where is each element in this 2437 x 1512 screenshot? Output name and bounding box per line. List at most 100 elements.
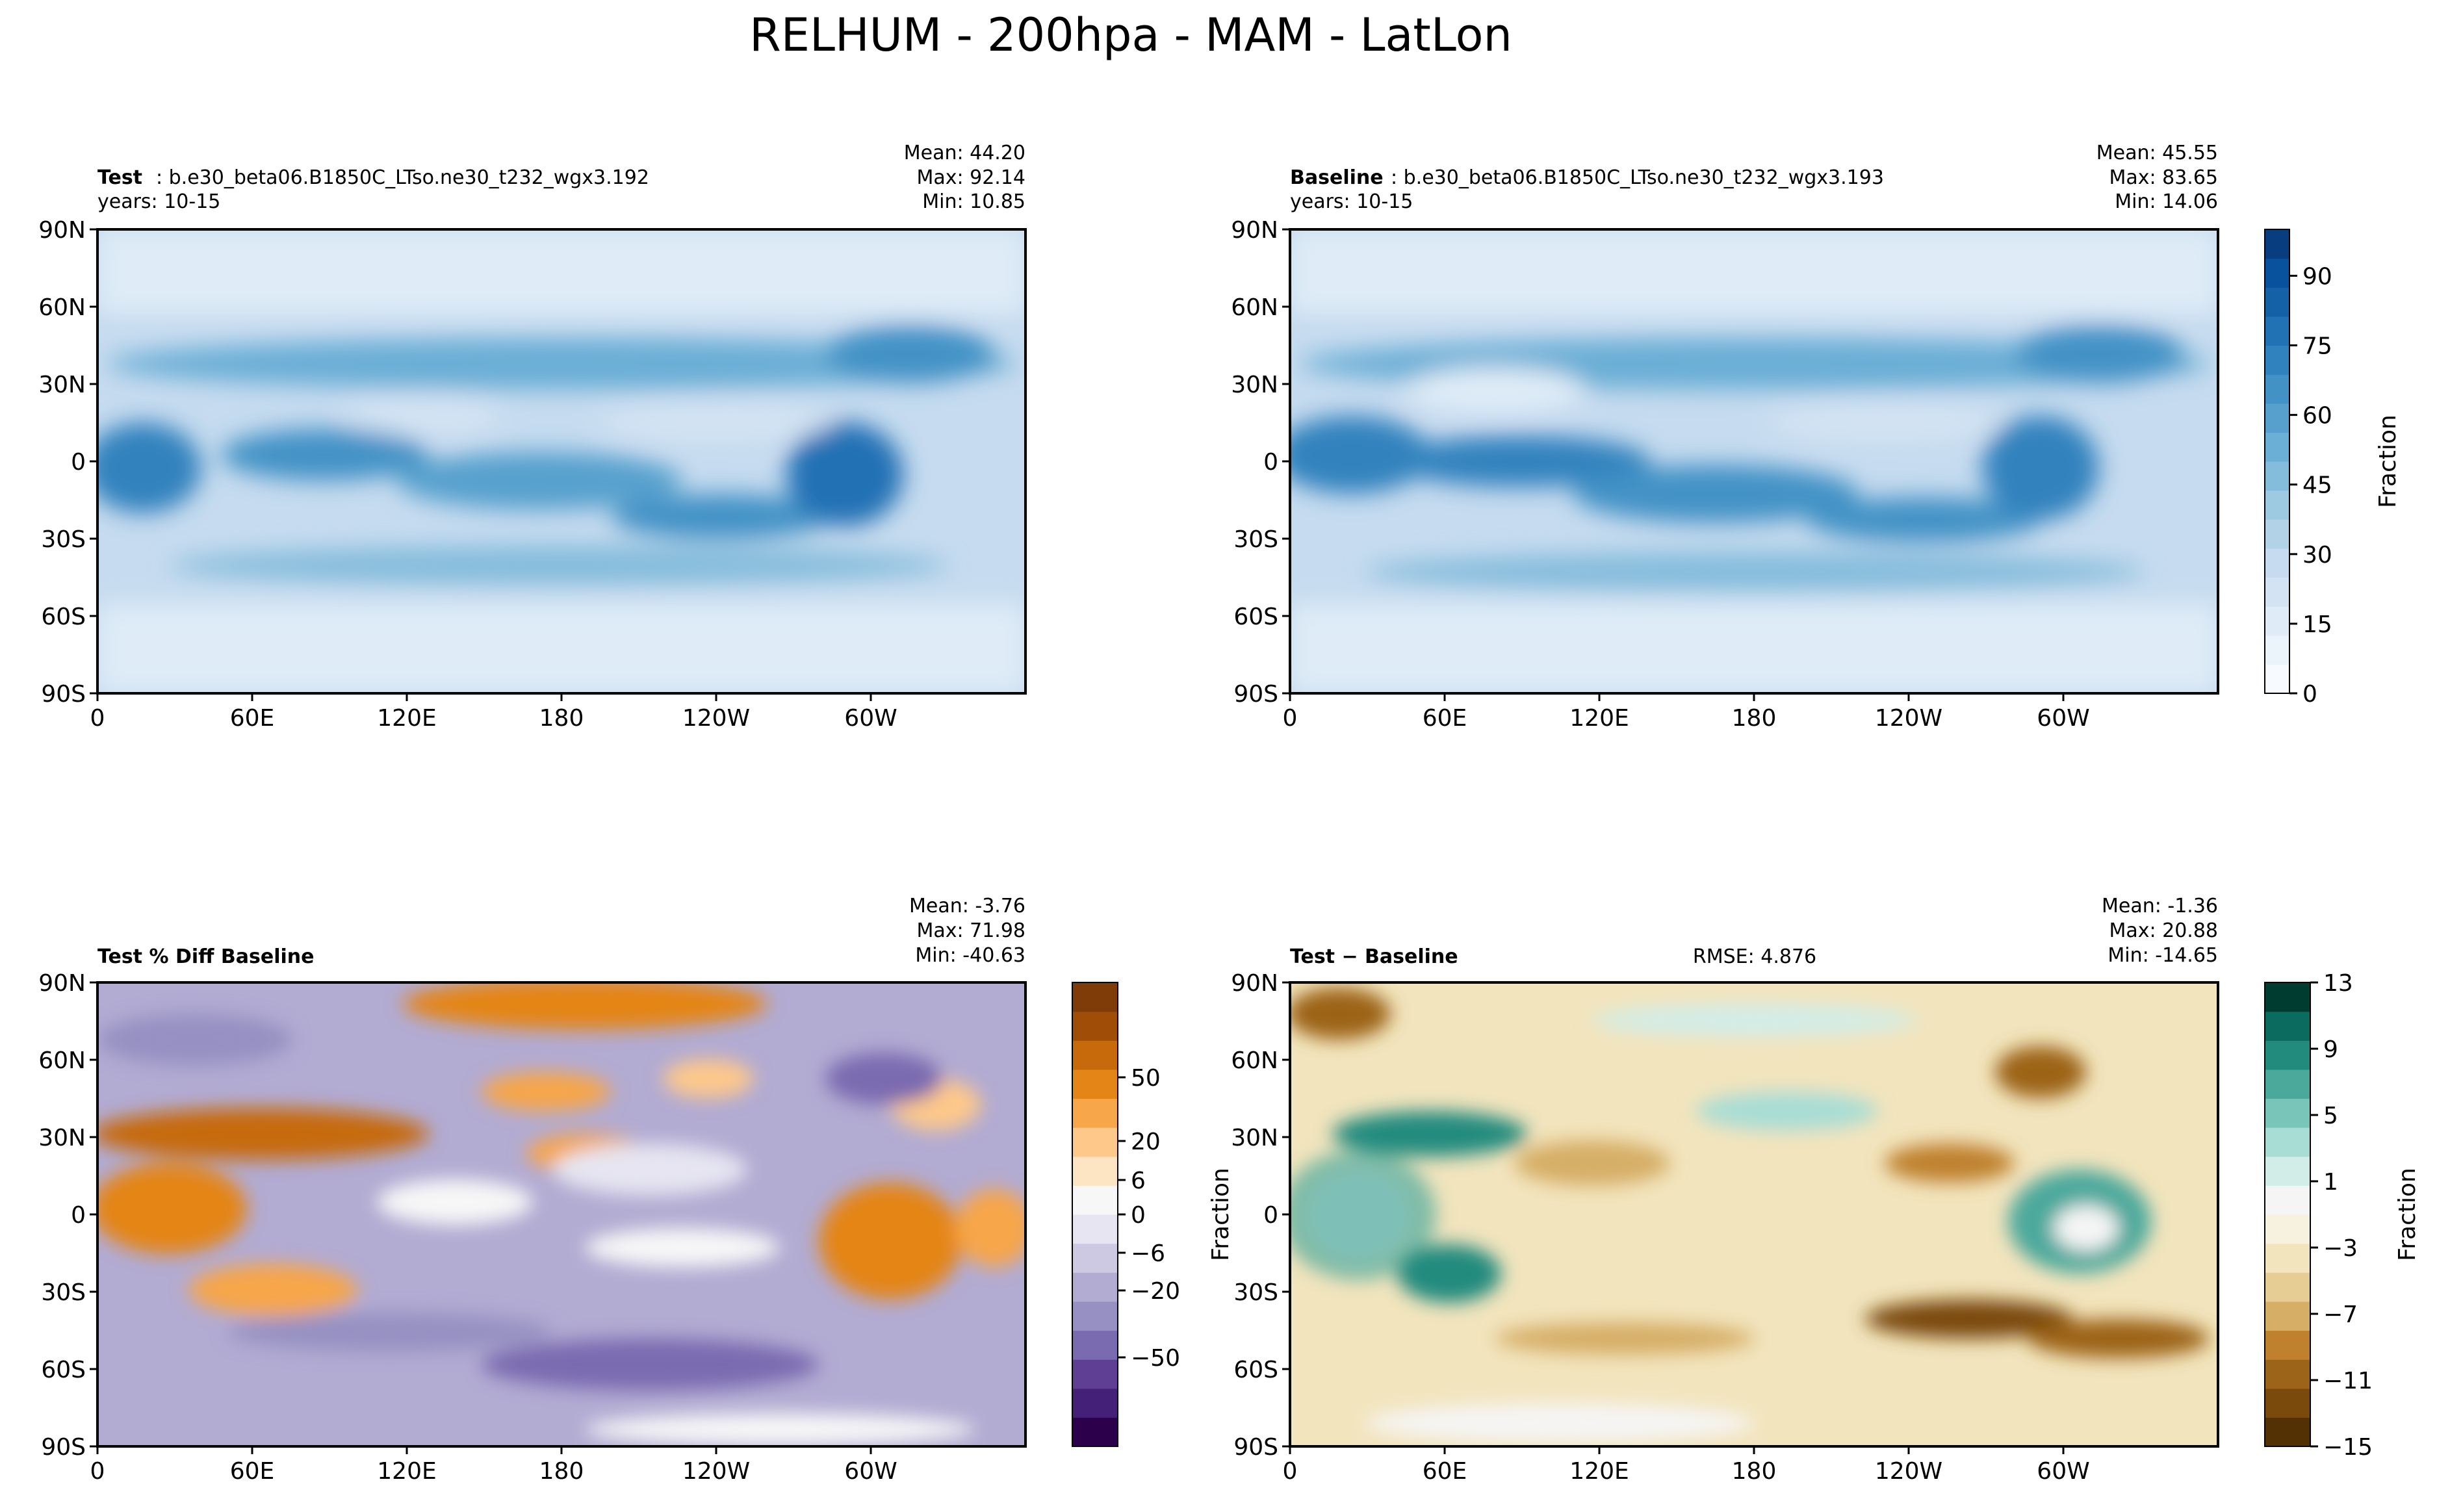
colorbar-segment (1072, 1098, 1118, 1128)
rmse-label: RMSE: 4.876 (1693, 945, 1816, 968)
panel-title-bold: Test (97, 166, 142, 189)
lat-tick-label: 90N (38, 217, 86, 244)
lon-tick-label: 120E (377, 1458, 436, 1485)
stat-max: Max: 71.98 (916, 919, 1025, 942)
colorbar-segment (2265, 548, 2289, 578)
lat-tick-label: 90S (41, 1434, 86, 1461)
lon-tick-label: 120W (682, 705, 750, 732)
colorbar-segment (2265, 1098, 2310, 1128)
colorbar-tick-label: 5 (2323, 1103, 2338, 1129)
colorbar-tick-label: 1 (2323, 1169, 2338, 1196)
colorbar-tick-label: −50 (1131, 1345, 1180, 1372)
panel-title-bold: Test % Diff Baseline (97, 945, 315, 968)
colorbar-segment (2265, 461, 2289, 491)
colorbar-tick-label: −6 (1131, 1240, 1165, 1267)
colorbar-segment (2265, 1011, 2310, 1041)
colorbar-segment (1072, 1011, 1118, 1041)
colorbar-segment (2265, 432, 2289, 462)
lon-tick-label: 120E (377, 705, 436, 732)
lat-tick-label: 90N (38, 970, 86, 997)
lat-tick-label: 0 (71, 449, 86, 476)
lon-tick-label: 60E (1423, 1458, 1467, 1485)
panel-pct-diff: Test % Diff Baseline Mean: -3.76 Max: 71… (38, 895, 1027, 1485)
y-axis-label: Fraction (1207, 1168, 1234, 1261)
lat-tick-label: 60S (41, 1357, 86, 1383)
lat-tick-label: 60S (1233, 1357, 1278, 1383)
panel-title-rest: : b.e30_beta06.B1850C_LTso.ne30_t232_wgx… (1391, 166, 1884, 189)
lon-tick-label: 60E (230, 705, 275, 732)
lat-tick-label: 0 (71, 1202, 86, 1229)
colorbar-segment (1072, 1243, 1118, 1273)
stat-mean: Mean: 45.55 (2096, 142, 2218, 164)
stat-min: Min: -14.65 (2108, 944, 2218, 967)
stat-mean: Mean: 44.20 (904, 142, 1025, 164)
colorbar-tick-label: 15 (2302, 611, 2332, 638)
colorbar-pctdiff: −50 −20 −6 0 6 20 50 (1072, 982, 1180, 1447)
panel-subtitle: years: 10-15 (1290, 190, 1413, 213)
colorbar-tick-label: −11 (2323, 1368, 2373, 1394)
lon-tick-label: 120W (1875, 705, 1942, 732)
lon-tick-label: 180 (1732, 1458, 1777, 1485)
lon-tick-label: 180 (1732, 705, 1777, 732)
lon-tick-label: 60W (844, 705, 897, 732)
colorbar-segment (2265, 1301, 2310, 1331)
colorbar-tick-label: 75 (2302, 333, 2332, 360)
colorbar-segment (2265, 1272, 2310, 1302)
lat-tick-label: 60N (1231, 294, 1278, 321)
stat-min: Min: 10.85 (922, 190, 1025, 213)
colorbar-segment (2265, 229, 2289, 259)
colorbar-frame (2264, 229, 2290, 694)
colorbar-segment (1072, 1156, 1118, 1186)
colorbar-tick-label: −3 (2323, 1235, 2358, 1262)
colorbar-tick-label: 45 (2302, 472, 2332, 499)
lat-tick-label: 60S (1233, 604, 1278, 630)
colorbar-segment (2265, 1127, 2310, 1157)
lon-axis: 0 60E 120E 180 120W 60W (1283, 1446, 2090, 1485)
colorbar-segment (2265, 316, 2289, 346)
colorbar-segment (2265, 1243, 2310, 1273)
colorbar-segment (2265, 519, 2289, 549)
colorbar-segment (2265, 1388, 2310, 1418)
colorbar-segment (1072, 1040, 1118, 1070)
lon-axis: 0 60E 120E 180 120W 60W (1283, 693, 2090, 732)
colorbar-segment (2265, 577, 2289, 607)
lon-tick-label: 180 (539, 1458, 584, 1485)
lat-axis: 90N 60N 30N 0 30S 60S 90S (38, 217, 97, 708)
colorbar-tick-label: 50 (1131, 1065, 1161, 1092)
lat-tick-label: 30N (1231, 1125, 1278, 1151)
lon-tick-label: 120E (1569, 705, 1629, 732)
colorbar-segment (2265, 403, 2289, 433)
lat-tick-label: 90S (41, 681, 86, 708)
panel-subtitle: years: 10-15 (97, 190, 220, 213)
colorbar-segment (2265, 1417, 2310, 1447)
lat-tick-label: 60N (38, 1047, 86, 1074)
figure-title: RELHUM - 200hpa - MAM - LatLon (749, 8, 1512, 62)
colorbar-segment (2265, 1156, 2310, 1186)
lon-tick-label: 60W (2037, 1458, 2089, 1485)
colorbar-label: Fraction (2394, 1168, 2421, 1261)
colorbar-segment (2265, 1330, 2310, 1360)
colorbar-tick-label: 90 (2302, 263, 2332, 290)
colorbar-segment (1072, 1359, 1118, 1389)
colorbar-segment (2265, 664, 2289, 694)
lat-tick-label: 90S (1233, 1434, 1278, 1461)
colorbar-segment (2265, 606, 2289, 636)
colorbar-segment (2265, 982, 2310, 1012)
panel-baseline: Baseline : b.e30_beta06.B1850C_LTso.ne30… (1231, 142, 2219, 732)
stat-mean: Mean: -1.36 (2102, 895, 2218, 917)
colorbar-tick-label: −20 (1131, 1278, 1180, 1305)
colorbar-segment (1072, 982, 1118, 1012)
colorbar-segment (1072, 1185, 1118, 1215)
panel-diff: Test − Baseline RMSE: 4.876 Mean: -1.36 … (1207, 895, 2219, 1485)
lat-tick-label: 30N (38, 372, 86, 398)
colorbar-tick-label: −7 (2323, 1301, 2358, 1328)
stat-mean: Mean: -3.76 (909, 895, 1025, 917)
colorbar-segment (2265, 1040, 2310, 1070)
panel-title-bold: Baseline (1290, 166, 1384, 189)
colorbar-frame (2264, 982, 2311, 1447)
lat-tick-label: 0 (1263, 1202, 1278, 1229)
stat-min: Min: -40.63 (915, 944, 1025, 967)
colorbar-segment (2265, 1185, 2310, 1215)
map-field (97, 982, 1025, 1446)
colorbar-segment (1072, 1272, 1118, 1302)
